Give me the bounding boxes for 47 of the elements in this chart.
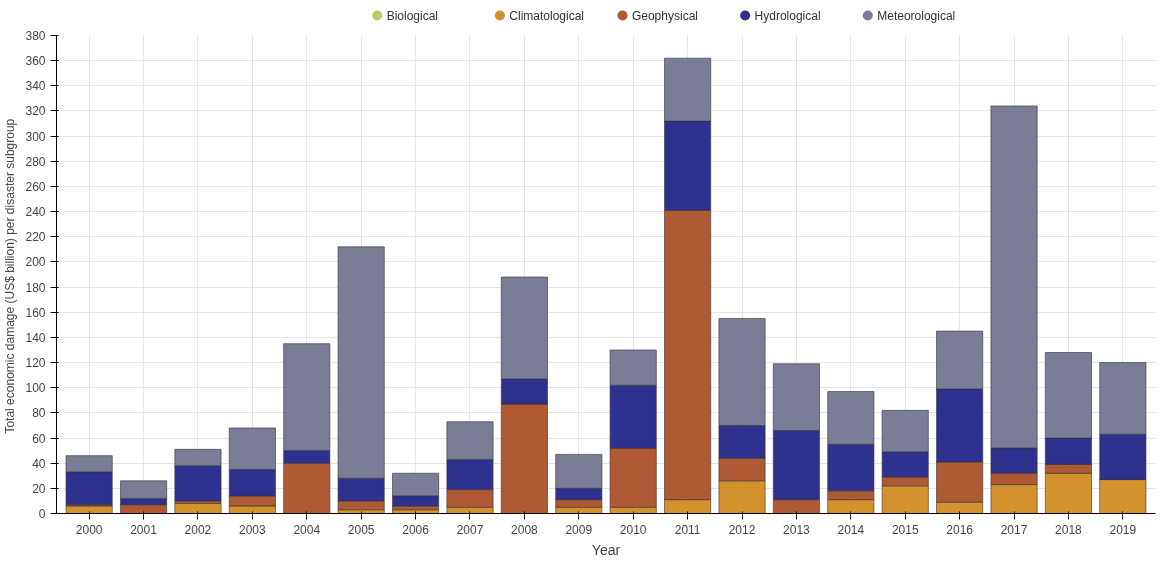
- legend-label: Climatological: [509, 8, 585, 23]
- y-tick-label: 240: [25, 205, 46, 220]
- legend-label: Meteorological: [877, 8, 956, 23]
- x-tick-label: 2008: [511, 522, 539, 537]
- x-tick-label: 2014: [837, 522, 865, 537]
- y-tick-label: 220: [25, 230, 46, 245]
- y-tick-label: 160: [25, 305, 46, 320]
- x-tick-label: 2006: [402, 522, 430, 537]
- x-tick-label: 2004: [293, 522, 321, 537]
- y-tick-label: 60: [32, 431, 46, 446]
- y-tick-label: 360: [25, 54, 46, 69]
- y-tick-label: 280: [25, 154, 46, 169]
- y-tick-label: 260: [25, 179, 46, 194]
- legend-label: Geophysical: [631, 8, 698, 23]
- y-tick-label: 180: [25, 280, 46, 295]
- x-tick-label: 2003: [239, 522, 267, 537]
- x-tick-label: 2013: [783, 522, 811, 537]
- x-tick-label: 2019: [1109, 522, 1137, 537]
- x-tick-label: 2016: [946, 522, 974, 537]
- x-tick-label: 2000: [75, 522, 103, 537]
- y-tick-label: 120: [25, 356, 46, 371]
- y-tick-label: 80: [32, 406, 46, 421]
- x-tick-label: 2017: [1000, 522, 1028, 537]
- y-tick-label: 40: [32, 456, 46, 471]
- x-tick-label: 2005: [347, 522, 375, 537]
- x-tick-label: 2010: [619, 522, 647, 537]
- x-tick-label: 2018: [1055, 522, 1083, 537]
- x-tick-label: 2011: [674, 522, 701, 537]
- y-tick-label: 140: [25, 330, 46, 345]
- x-tick-label: 2007: [456, 522, 484, 537]
- y-tick-label: 340: [25, 79, 46, 94]
- x-tick-label: 2009: [565, 522, 593, 537]
- legend-label: Hydrological: [754, 8, 821, 23]
- x-tick-label: 2015: [891, 522, 919, 537]
- y-tick-label: 380: [25, 29, 46, 43]
- x-axis-title: Year: [591, 541, 621, 558]
- x-tick-label: 2002: [184, 522, 212, 537]
- y-axis-title: Total economic damage (US$ billion) per disaster subgroup: [3, 118, 18, 434]
- y-tick-label: 300: [25, 129, 46, 144]
- legend-label: Biological: [386, 8, 439, 23]
- y-tick-label: 100: [25, 381, 46, 396]
- x-tick-label: 2001: [130, 522, 158, 537]
- x-tick-label: 2012: [728, 522, 756, 537]
- y-tick-label: 200: [25, 255, 46, 270]
- y-tick-label: 0: [38, 507, 46, 521]
- y-tick-label: 20: [32, 481, 46, 496]
- y-tick-label: 320: [25, 104, 46, 119]
